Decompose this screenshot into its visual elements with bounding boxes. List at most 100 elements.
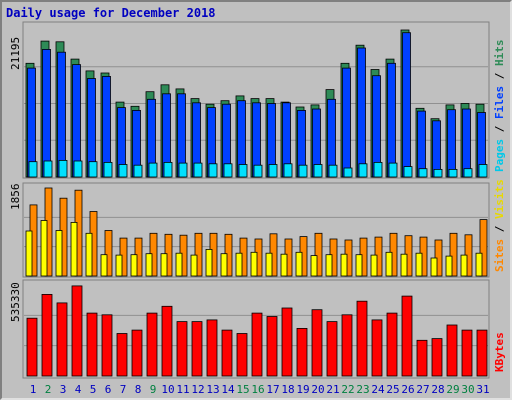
pages-bar: [448, 168, 458, 178]
day-label: 2: [45, 383, 52, 396]
pages-bar: [28, 161, 38, 178]
visits-bar: [175, 252, 183, 277]
kbytes-bar: [386, 312, 398, 377]
sites-ymax-label: 1856: [9, 184, 22, 211]
kbytes-bar: [281, 307, 293, 377]
day-label: 16: [251, 383, 264, 396]
kbytes-bar: [146, 312, 158, 377]
files-bar: [402, 32, 411, 178]
kbytes-bar: [431, 338, 443, 377]
visits-bar: [325, 254, 333, 277]
pages-bar: [133, 164, 143, 178]
day-label: 18: [281, 383, 294, 396]
visits-bar: [295, 251, 303, 277]
svg-text:Sites / Visits: Sites / Visits: [493, 179, 506, 272]
visits-bar: [100, 254, 108, 277]
pages-bar: [223, 163, 233, 178]
files-bar: [372, 75, 381, 178]
files-bar: [462, 108, 471, 178]
day-label: 28: [431, 383, 444, 396]
pages-bar: [178, 162, 188, 178]
visits-bar: [415, 252, 423, 277]
kbytes-bar: [71, 285, 83, 377]
pages-bar: [163, 161, 173, 178]
pages-bar: [73, 160, 83, 178]
day-label: 10: [161, 383, 174, 396]
day-label: 3: [60, 383, 67, 396]
svg-text:Pages / Files / Hits: Pages / Files / Hits: [493, 40, 506, 173]
files-bar: [432, 120, 441, 178]
pages-bar: [373, 161, 383, 178]
legend-files: Files: [493, 86, 506, 119]
files-bar: [447, 109, 456, 178]
day-label: 6: [105, 383, 112, 396]
kbytes-bar: [206, 319, 218, 377]
kbytes-bar: [161, 305, 173, 377]
day-label: 14: [221, 383, 235, 396]
day-label: 17: [266, 383, 279, 396]
visits-bar: [370, 254, 378, 277]
sites-bar: [314, 232, 323, 277]
pages-bar: [118, 164, 128, 178]
day-label: 21: [326, 383, 339, 396]
visits-bar: [385, 251, 393, 277]
day-label: 19: [296, 383, 309, 396]
visits-bar: [340, 253, 348, 277]
files-bar: [387, 62, 396, 178]
visits-bar: [280, 253, 288, 277]
day-label: 7: [120, 383, 127, 396]
visits-bar: [115, 254, 123, 277]
pages-bar: [388, 162, 398, 178]
day-label: 13: [206, 383, 219, 396]
pages-bar: [343, 167, 353, 178]
kbytes-bar: [461, 329, 473, 377]
visits-bar: [460, 254, 468, 277]
legend-kbytes: KBytes: [493, 332, 506, 372]
visits-bar: [235, 252, 243, 277]
page-title: Daily usage for December 2018: [6, 6, 216, 20]
sites-bar: [104, 230, 113, 277]
day-label: 23: [356, 383, 369, 396]
kbytes-bar: [101, 314, 113, 377]
kbytes-ymax-label: 535330: [9, 282, 22, 322]
visits-bar: [190, 254, 198, 277]
visits-bar: [55, 230, 63, 277]
legend-hits-files-pages: Pages / Files / Hits: [493, 40, 506, 173]
day-label: 27: [416, 383, 429, 396]
day-label: 20: [311, 383, 324, 396]
kbytes-bar: [446, 324, 458, 377]
kbytes-bar: [476, 329, 488, 377]
day-label: 15: [236, 383, 249, 396]
day-label: 4: [75, 383, 82, 396]
day-labels: 1 2 3 4 5 6 7 8 9 10 11 12 13 14 15 16 17 18 19 20 21 22 23 24 2…: [30, 383, 490, 396]
files-bar: [27, 67, 36, 178]
pages-bar: [253, 164, 263, 178]
legend-visits: Visits: [493, 179, 506, 219]
pages-bar: [43, 160, 53, 178]
visits-bar: [70, 221, 78, 277]
kbytes-bar: [191, 321, 203, 377]
files-bar: [342, 67, 351, 178]
day-label: 31: [476, 383, 489, 396]
legend-hits: Hits: [493, 40, 506, 67]
day-label: 29: [446, 383, 459, 396]
visits-bar: [220, 253, 228, 277]
pages-bar: [103, 161, 113, 178]
visits-bar: [25, 230, 33, 277]
kbytes-bar: [371, 319, 383, 377]
kbytes-bar: [236, 333, 248, 377]
files-bar: [72, 64, 81, 178]
pages-bar: [283, 163, 293, 178]
day-label: 25: [386, 383, 399, 396]
visits-bar: [205, 248, 213, 277]
pages-bar: [268, 164, 278, 178]
pages-bar: [58, 159, 68, 178]
visits-bar: [250, 251, 258, 277]
sites-bar: [449, 232, 458, 277]
sites-bar: [479, 219, 488, 277]
pages-bar: [238, 164, 248, 178]
kbytes-bar: [131, 329, 143, 377]
pages-bar: [193, 162, 203, 178]
day-label: 22: [341, 383, 354, 396]
